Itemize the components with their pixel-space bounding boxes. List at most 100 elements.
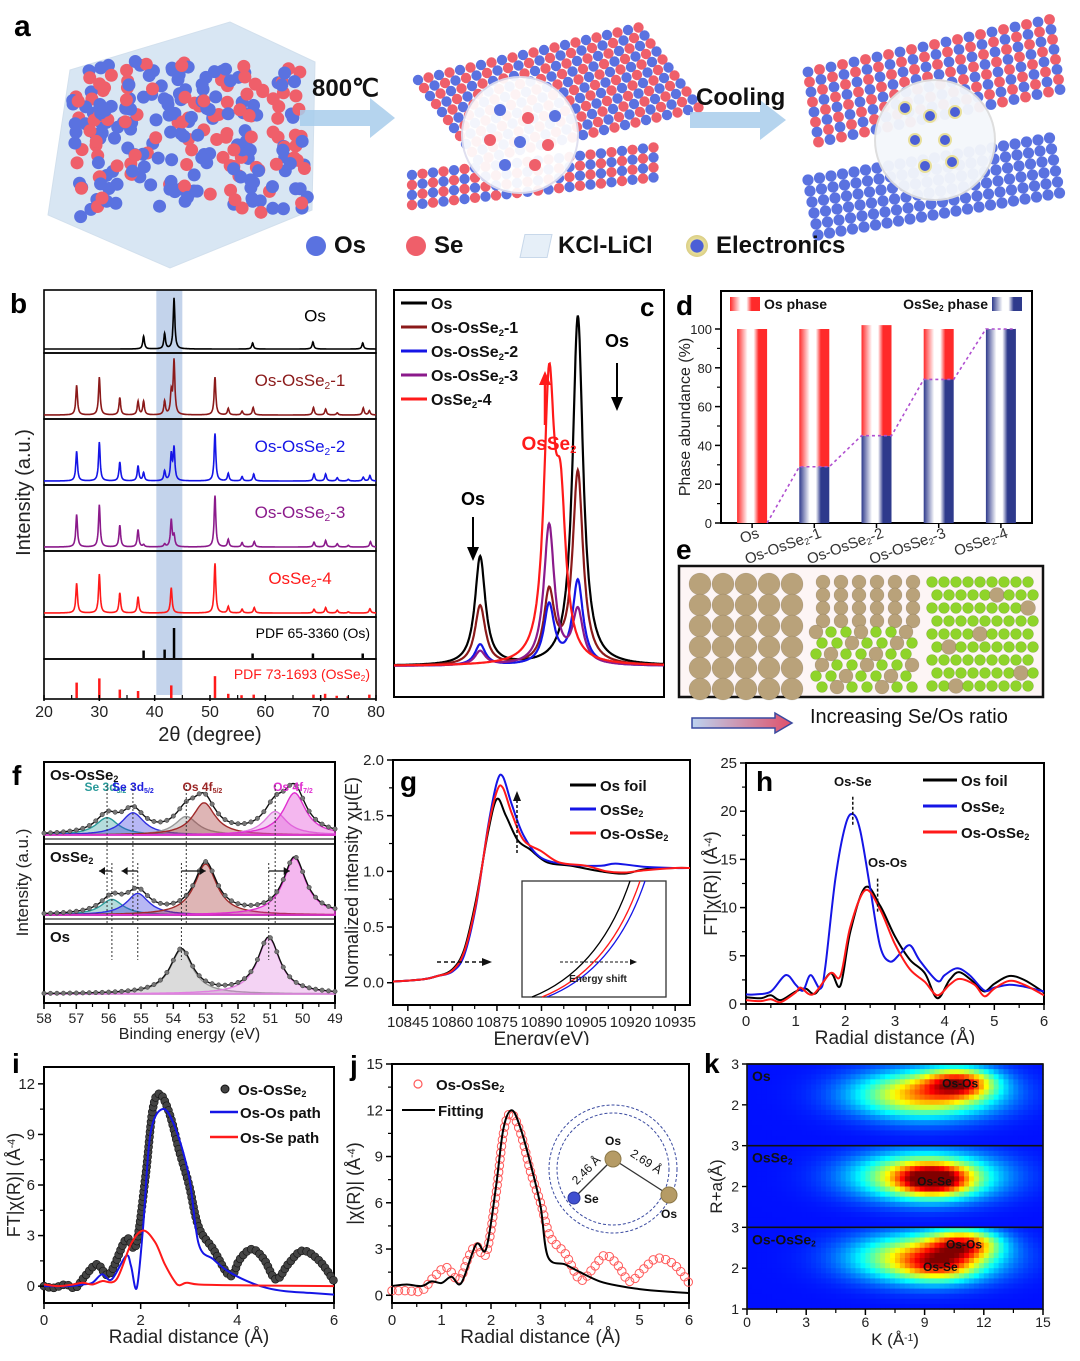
heatmap-cell — [806, 1196, 812, 1203]
atom — [574, 92, 586, 104]
heatmap-cell — [830, 1115, 837, 1121]
heatmap-cell — [939, 1145, 945, 1152]
heatmap-cell — [959, 1115, 965, 1121]
atom — [831, 203, 843, 215]
heatmap-cell — [929, 1109, 935, 1116]
heatmap-cell — [880, 1252, 886, 1259]
se-atom — [855, 670, 867, 682]
heatmap-cell — [1023, 1161, 1029, 1167]
heatmap-cell — [811, 1237, 817, 1244]
heatmap-cell — [840, 1069, 847, 1075]
heatmap-cell — [954, 1171, 960, 1177]
ratio-arrow-icon — [691, 711, 794, 735]
heatmap-cell — [909, 1130, 916, 1137]
heatmap-cell — [944, 1242, 950, 1249]
heatmap-cell — [978, 1064, 985, 1070]
atom — [570, 37, 581, 48]
heatmap-cell — [895, 1206, 901, 1213]
heatmap-cell — [998, 1109, 1005, 1116]
heatmap-cell — [1038, 1298, 1044, 1305]
heatmap-cell — [875, 1104, 881, 1111]
heatmap-cell — [776, 1115, 783, 1121]
data-point — [170, 813, 176, 819]
heatmap-cell — [959, 1293, 965, 1300]
heatmap-cell — [964, 1181, 970, 1188]
heatmap-cell — [816, 1109, 822, 1116]
heatmap-cell — [1033, 1166, 1039, 1172]
atom — [943, 56, 955, 68]
heatmap-cell — [890, 1145, 896, 1152]
data-point — [229, 981, 234, 987]
heatmap-cell — [973, 1125, 980, 1131]
atom — [406, 169, 418, 181]
heatmap-cell — [909, 1150, 916, 1157]
atom — [817, 84, 828, 95]
atom — [406, 179, 418, 191]
legend-marker — [413, 1079, 423, 1089]
heatmap-cell — [845, 1166, 852, 1172]
heatmap-cell — [978, 1201, 985, 1208]
heatmap-cell — [1033, 1094, 1039, 1101]
heatmap-cell — [993, 1258, 1000, 1264]
heatmap-cell — [998, 1288, 1005, 1295]
heatmap-cell — [840, 1263, 847, 1269]
heatmap-cell — [1018, 1120, 1024, 1126]
heatmap-cell — [865, 1150, 871, 1157]
heatmap-cell — [899, 1268, 906, 1274]
heatmap-cell — [1023, 1212, 1029, 1218]
heatmap-cell — [1038, 1145, 1044, 1152]
heatmap-cell — [1008, 1288, 1014, 1295]
atom — [616, 165, 628, 177]
heatmap-cell — [983, 1166, 990, 1172]
atom — [552, 79, 563, 90]
heatmap-cell — [973, 1120, 980, 1126]
heatmap-cell — [1003, 1242, 1009, 1249]
heatmap-cell — [1008, 1130, 1014, 1137]
se-atom — [1027, 615, 1039, 627]
heatmap-cell — [865, 1283, 871, 1290]
heatmap-cell — [835, 1227, 842, 1233]
heatmap-cell — [890, 1196, 896, 1203]
data-point — [306, 808, 312, 814]
heatmap-cell — [1018, 1064, 1024, 1070]
atom — [68, 136, 82, 150]
heatmap-cell — [840, 1176, 847, 1182]
heatmap-cell — [924, 1283, 931, 1290]
x-tick-label: 4 — [940, 1013, 948, 1030]
heatmap-cell — [993, 1079, 1000, 1085]
heatmap-cell — [959, 1298, 965, 1305]
heatmap-cell — [1008, 1283, 1014, 1290]
atom — [833, 111, 844, 123]
heatmap-cell — [1033, 1150, 1039, 1157]
heatmap-cell — [969, 1273, 975, 1279]
sub-panel-label: OsSe2 — [50, 849, 93, 866]
data-point — [280, 964, 286, 970]
heatmap-cell — [944, 1303, 950, 1310]
heatmap-cell — [1028, 1293, 1034, 1300]
heatmap-cell — [751, 1181, 758, 1188]
se-atom — [943, 667, 955, 679]
heatmap-cell — [969, 1145, 975, 1152]
heatmap-cell — [875, 1074, 881, 1080]
heatmap-cell — [904, 1166, 911, 1172]
heatmap-cell — [909, 1191, 916, 1198]
heatmap-cell — [1023, 1273, 1029, 1279]
heatmap-cell — [801, 1288, 807, 1295]
heatmap-cell — [786, 1191, 792, 1198]
heatmap-cell — [1008, 1252, 1014, 1259]
heatmap-cell — [998, 1217, 1005, 1223]
atom — [806, 196, 818, 208]
heatmap-cell — [899, 1176, 906, 1182]
atom — [873, 173, 885, 185]
heatmap-cell — [806, 1206, 812, 1213]
heatmap-cell — [801, 1263, 807, 1269]
heatmap-cell — [781, 1181, 787, 1188]
heatmap-cell — [934, 1145, 940, 1152]
heatmap-cell — [840, 1252, 847, 1259]
heatmap-cell — [934, 1161, 940, 1167]
y-tick-label: 2 — [731, 1097, 739, 1113]
heatmap-cell — [939, 1217, 945, 1223]
atom — [978, 49, 989, 60]
heatmap-cell — [890, 1140, 896, 1147]
heatmap-cell — [1008, 1217, 1014, 1223]
